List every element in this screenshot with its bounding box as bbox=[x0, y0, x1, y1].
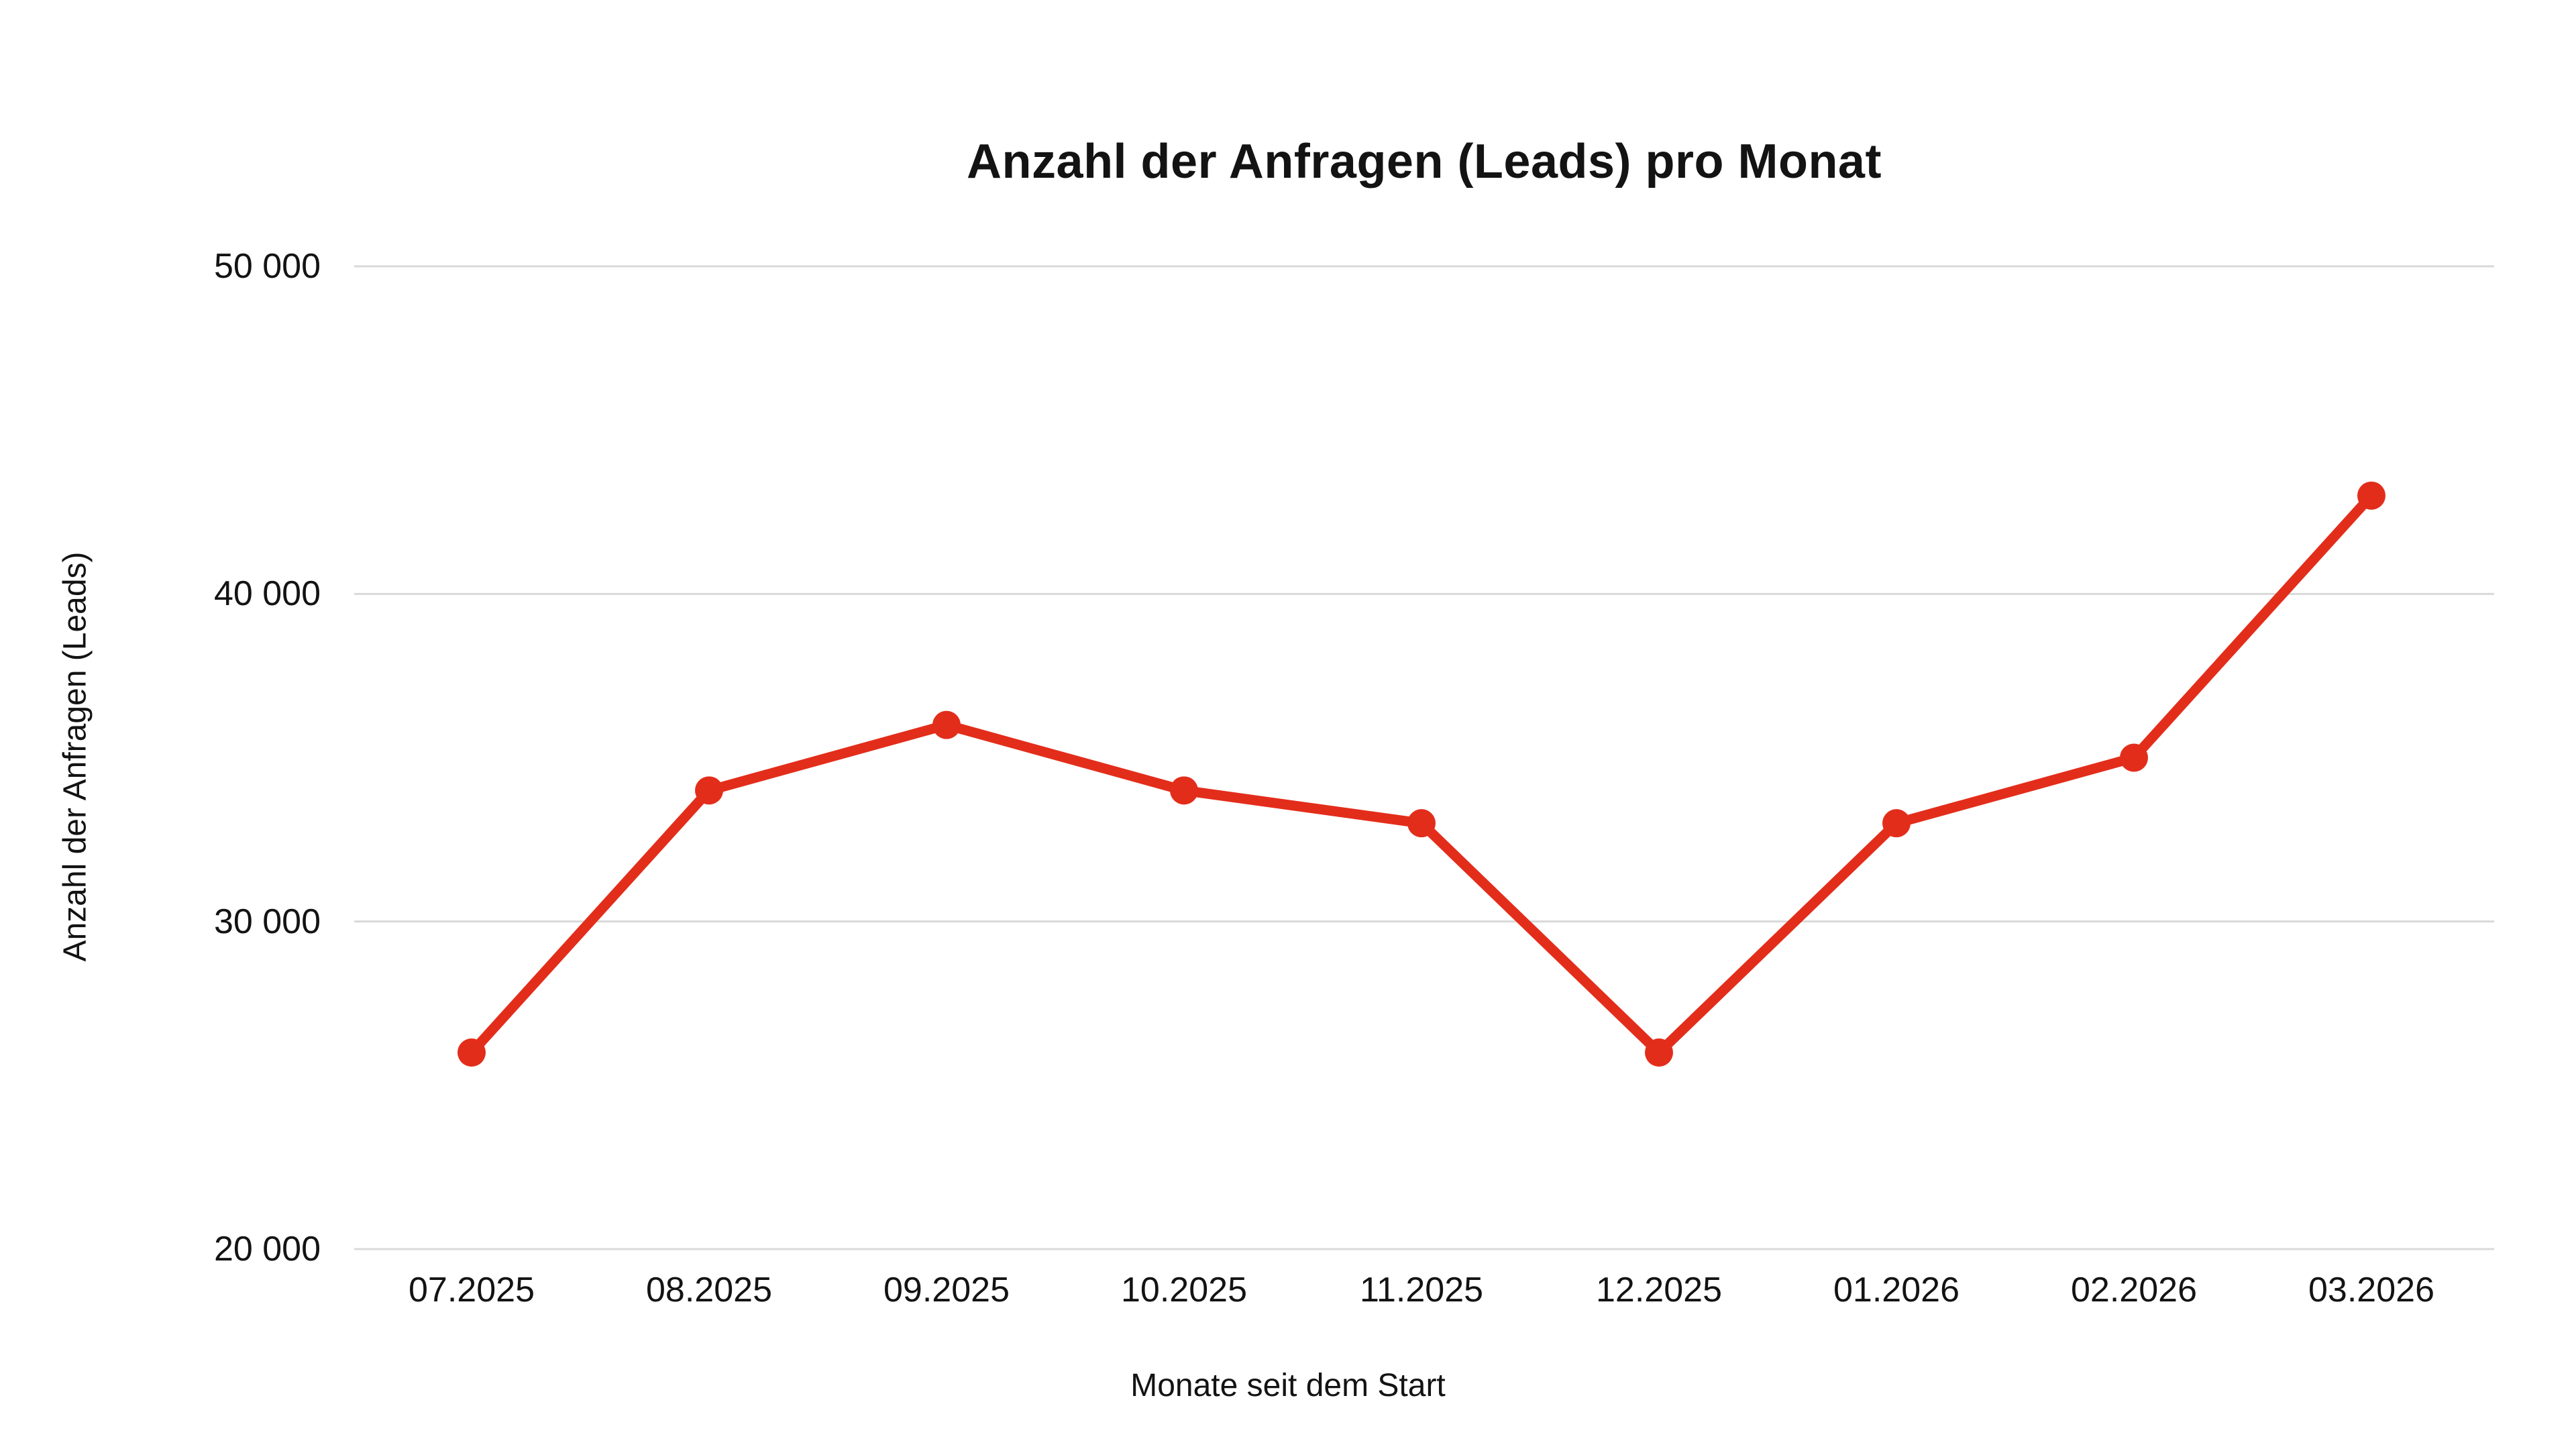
data-point bbox=[1170, 776, 1198, 805]
x-tick-label: 10.2025 bbox=[1121, 1271, 1247, 1309]
data-point bbox=[1407, 809, 1436, 838]
data-point bbox=[695, 776, 723, 805]
line-plot bbox=[354, 265, 2494, 1250]
x-tick-label: 08.2025 bbox=[646, 1271, 772, 1309]
x-tick-label: 07.2025 bbox=[409, 1271, 535, 1309]
x-tick-label: 03.2026 bbox=[2308, 1271, 2434, 1309]
y-tick-label: 20 000 bbox=[213, 1230, 321, 1269]
data-line bbox=[466, 490, 2377, 1058]
x-tick-label: 01.2026 bbox=[1833, 1271, 1960, 1309]
x-tick-label: 02.2026 bbox=[2071, 1271, 2197, 1309]
data-point bbox=[2120, 743, 2148, 772]
data-point bbox=[932, 710, 961, 739]
x-tick-label: 12.2025 bbox=[1596, 1271, 1722, 1309]
x-tick-label: 11.2025 bbox=[1359, 1271, 1484, 1309]
data-point bbox=[1882, 809, 1911, 838]
x-axis-title: Monate seit dem Start bbox=[1130, 1368, 1446, 1403]
y-tick-label: 40 000 bbox=[213, 574, 321, 614]
chart-title: Anzahl der Anfragen (Leads) pro Monat bbox=[967, 135, 1882, 189]
data-point bbox=[2357, 481, 2385, 510]
y-tick-label: 50 000 bbox=[213, 247, 321, 286]
data-point bbox=[1645, 1038, 1673, 1067]
x-tick-label: 09.2025 bbox=[883, 1271, 1010, 1309]
data-point bbox=[458, 1038, 486, 1067]
y-tick-label: 30 000 bbox=[213, 902, 321, 941]
